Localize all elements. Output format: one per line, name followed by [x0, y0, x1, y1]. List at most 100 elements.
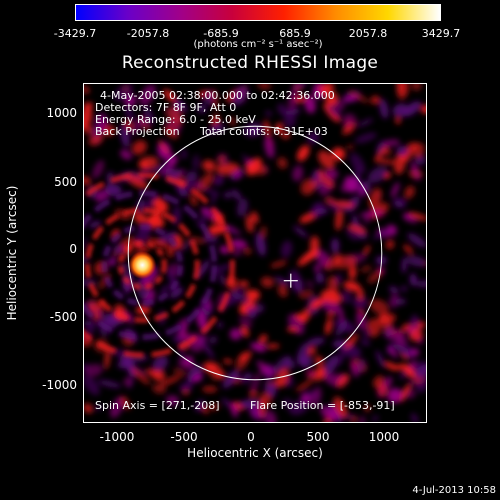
noise-blob: [372, 229, 392, 240]
noise-blob: [126, 174, 148, 190]
noise-blob: [218, 247, 230, 253]
noise-blob: [159, 284, 171, 295]
noise-blob: [239, 399, 263, 409]
noise-blob: [306, 370, 316, 377]
noise-blob: [104, 346, 111, 370]
noise-blob: [85, 363, 103, 377]
noise-blob: [243, 373, 253, 381]
colorbar-tick-label: -3429.7: [53, 27, 97, 40]
noise-blob: [84, 319, 93, 327]
noise-blob: [376, 383, 389, 397]
noise-blob: [230, 402, 238, 418]
noise-blob: [270, 381, 277, 393]
noise-blob: [325, 169, 339, 180]
noise-blob: [97, 379, 122, 388]
noise-blob: [310, 386, 322, 409]
noise-blob: [255, 232, 266, 256]
noise-blob: [363, 212, 371, 224]
noise-blob: [84, 256, 89, 264]
noise-blob: [296, 342, 310, 365]
noise-blob: [362, 328, 371, 339]
noise-blob: [120, 149, 132, 160]
noise-blob: [396, 145, 409, 157]
noise-blob: [350, 416, 358, 422]
noise-blob: [332, 201, 355, 208]
noise-blob: [94, 404, 103, 411]
noise-blob: [401, 257, 407, 274]
noise-blob: [357, 287, 364, 301]
noise-blob: [387, 346, 398, 358]
noise-blob: [286, 326, 299, 332]
noise-blob: [177, 357, 195, 370]
noise-blob: [257, 84, 272, 90]
noise-blob: [166, 244, 175, 258]
source-ring: [84, 207, 200, 323]
solar-disk-outline: [127, 125, 383, 381]
noise-blob: [206, 224, 228, 235]
x-tick-label: -1000: [99, 430, 135, 444]
noise-blob: [211, 122, 225, 133]
noise-blob: [400, 323, 409, 334]
noise-blob: [407, 233, 426, 248]
noise-blob: [95, 189, 110, 203]
noise-blob: [239, 316, 253, 328]
noise-blob: [324, 196, 335, 205]
noise-blob: [195, 400, 205, 412]
noise-blob: [367, 269, 383, 284]
noise-blob: [113, 84, 134, 102]
noise-blob: [210, 192, 217, 205]
noise-blob: [363, 245, 371, 256]
noise-blob: [143, 192, 159, 212]
noise-blob: [187, 365, 202, 383]
noise-blob: [283, 112, 297, 128]
noise-blob: [394, 298, 407, 305]
energy-range: Energy Range: 6.0 - 25.0 keV: [95, 113, 256, 126]
noise-blob: [277, 157, 288, 169]
noise-blob: [324, 91, 339, 105]
noise-blob: [408, 212, 426, 221]
noise-blob: [189, 193, 198, 207]
noise-blob: [300, 178, 316, 196]
noise-blob: [323, 355, 339, 377]
noise-blob: [258, 334, 268, 345]
noise-blob: [335, 319, 348, 337]
noise-blob: [313, 371, 327, 380]
noise-blob: [354, 132, 377, 144]
noise-blob: [347, 224, 367, 234]
noise-blob: [404, 185, 415, 199]
x-tick-label: 500: [306, 430, 330, 444]
noise-blob: [265, 111, 273, 116]
noise-blob: [84, 374, 100, 396]
colorbar: [75, 4, 441, 21]
noise-blob: [245, 215, 254, 233]
noise-blob: [392, 200, 405, 209]
noise-blob: [348, 270, 356, 277]
noise-blob: [196, 213, 210, 226]
noise-blob: [231, 189, 242, 201]
noise-blob: [256, 360, 274, 377]
noise-blob: [325, 318, 332, 335]
noise-blob: [375, 350, 385, 368]
noise-blob: [421, 104, 426, 114]
noise-blob: [236, 198, 248, 217]
noise-blob: [173, 125, 182, 134]
noise-blob: [229, 328, 242, 340]
noise-blob: [250, 373, 261, 394]
noise-blob: [84, 85, 90, 94]
noise-blob: [377, 313, 396, 324]
noise-blob: [398, 371, 408, 380]
y-tick-label: 500: [54, 175, 77, 189]
noise-blob: [179, 382, 193, 393]
noise-blob: [165, 106, 183, 122]
noise-blob: [409, 273, 417, 286]
y-tick-label: 0: [69, 242, 77, 256]
noise-blob: [232, 85, 249, 106]
noise-blob: [387, 387, 403, 404]
noise-blob: [277, 284, 288, 298]
noise-blob: [402, 101, 422, 117]
noise-blob: [404, 212, 411, 221]
source-ring: [117, 240, 167, 290]
noise-blob: [231, 249, 242, 257]
noise-blob: [275, 368, 290, 388]
noise-blob: [136, 198, 145, 212]
